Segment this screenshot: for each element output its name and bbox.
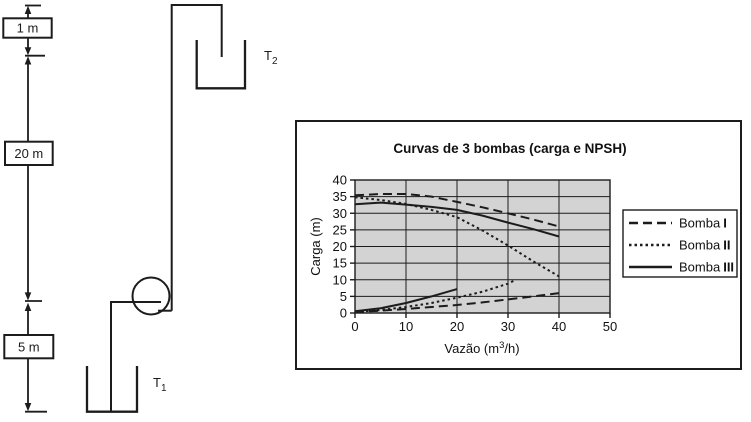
chart-title: Curvas de 3 bombas (carga e NPSH) xyxy=(393,141,626,156)
legend-label-bomba-1: Bomba I xyxy=(679,216,727,231)
y-tick-label-40: 40 xyxy=(333,173,347,188)
y-tick-label-10: 10 xyxy=(333,272,347,287)
x-tick-label-40: 40 xyxy=(552,319,566,334)
x-tick-label-30: 30 xyxy=(501,319,515,334)
dimension-chain: 1 m 20 m 5 m xyxy=(2,4,55,413)
dim-label-1m: 1 m xyxy=(17,21,39,36)
dim-label-20m: 20 m xyxy=(14,146,43,161)
tank-t2-label: T2 xyxy=(264,48,278,67)
curve-bomba-i-npsh- xyxy=(354,292,560,313)
pumping-system-schematic: 1 m 20 m 5 m xyxy=(2,4,278,413)
tank-t1 xyxy=(85,366,139,413)
tank-t2 xyxy=(195,40,247,90)
curve-bomba-iii-carga- xyxy=(354,201,560,238)
arrow-down-icon xyxy=(24,292,32,301)
curves xyxy=(354,193,560,313)
suction-pipe xyxy=(110,301,161,411)
pump-curves-chart: Curvas de 3 bombas (carga e NPSH) 0 10 20 3… xyxy=(295,120,742,370)
curve-bomba-ii-carga- xyxy=(354,196,560,278)
x-tick-label-20: 20 xyxy=(450,319,464,334)
dim-label-5m: 5 m xyxy=(18,339,40,354)
tank-t1-label-main: T xyxy=(153,375,161,390)
dim-box-1m xyxy=(2,17,53,39)
arrow-down-icon xyxy=(24,403,32,412)
arrow-up-icon xyxy=(24,302,32,311)
legend-label-bomba-3: Bomba III xyxy=(679,260,734,275)
y-tick-label-35: 35 xyxy=(333,189,347,204)
tank-t2-label-sub: 2 xyxy=(272,56,278,67)
tank-t1-label-sub: 1 xyxy=(161,383,167,394)
legend-label-bomba-2: Bomba II xyxy=(679,238,730,253)
x-axis-label-main: Vazão (m xyxy=(444,341,499,356)
y-tick-label-20: 20 xyxy=(333,239,347,254)
tank-t2-label-main: T xyxy=(264,48,272,63)
x-tick-label-10: 10 xyxy=(399,319,413,334)
curve-bomba-i-carga- xyxy=(354,193,560,228)
y-tick-label-0: 0 xyxy=(340,306,347,321)
y-tick-label-25: 25 xyxy=(333,222,347,237)
y-tick-label-5: 5 xyxy=(340,289,347,304)
x-tick-label-0: 0 xyxy=(351,319,358,334)
legend: Bomba I Bomba II Bomba III xyxy=(622,209,738,278)
piping xyxy=(110,4,223,411)
arrow-up-icon xyxy=(24,5,32,14)
pump-icon xyxy=(131,276,171,316)
grid-lines xyxy=(355,180,610,313)
curve-bomba-ii-npsh- xyxy=(354,278,517,313)
y-tick-label-30: 30 xyxy=(333,206,347,221)
discharge-pipe xyxy=(170,4,223,311)
y-axis-label: Carga (m) xyxy=(308,217,323,276)
x-axis-label-sup: 3 xyxy=(499,340,504,351)
y-tick-label-15: 15 xyxy=(333,256,347,271)
arrow-up-icon xyxy=(24,56,32,65)
x-tick-label-50: 50 xyxy=(603,319,617,334)
curve-bomba-iii-npsh- xyxy=(354,288,458,313)
x-axis-label-rest: /h) xyxy=(504,341,519,356)
x-axis-label: Vazão (m3/h) xyxy=(444,340,519,356)
arrow-down-icon xyxy=(24,47,32,56)
tank-t1-label: T1 xyxy=(153,375,167,394)
